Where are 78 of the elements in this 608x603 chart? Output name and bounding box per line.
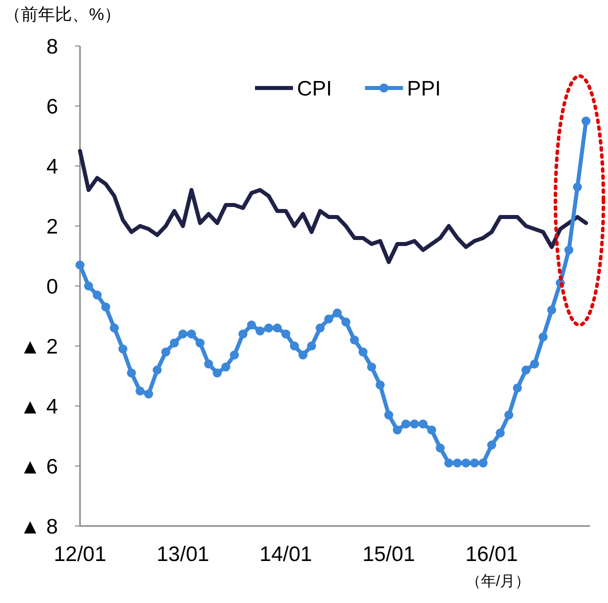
- point: [316, 324, 325, 332]
- point: [376, 380, 385, 390]
- point: [196, 338, 205, 348]
- y-tick-label: 0: [46, 275, 58, 298]
- point: [392, 426, 402, 434]
- y-tick-label: ▲ 6: [20, 455, 58, 478]
- point: [530, 360, 540, 368]
- point: [538, 332, 548, 342]
- point: [418, 420, 428, 428]
- line-series: [78, 149, 588, 264]
- y-tick-label: 4: [46, 155, 58, 178]
- point: [204, 360, 214, 368]
- point: [367, 362, 376, 372]
- point: [332, 308, 342, 318]
- point: [126, 368, 136, 378]
- point: [238, 330, 248, 338]
- x-tick-label: 14/01: [260, 543, 312, 566]
- point: [152, 366, 162, 374]
- point: [186, 330, 196, 338]
- y-tick-label: ▲ 4: [20, 395, 58, 418]
- point: [470, 458, 480, 468]
- point: [478, 458, 488, 468]
- point: [504, 410, 514, 420]
- point: [358, 348, 368, 356]
- point: [247, 320, 256, 330]
- point: [178, 330, 188, 338]
- point: [487, 440, 496, 450]
- y-tick-label: ▲ 8: [20, 515, 58, 538]
- point: [161, 348, 170, 356]
- point: [461, 458, 470, 468]
- point: [101, 302, 110, 312]
- point: [341, 318, 350, 326]
- point: [427, 426, 436, 434]
- point: [350, 336, 359, 344]
- legend-label: PPI: [407, 77, 441, 100]
- point: [564, 246, 574, 254]
- point: [307, 342, 316, 350]
- x-tick-label: 15/01: [362, 543, 416, 566]
- point: [272, 324, 282, 332]
- point: [281, 330, 290, 338]
- point: [436, 444, 445, 452]
- point: [118, 344, 128, 354]
- y-axis-title: （前年比、%）: [4, 5, 122, 24]
- point: [221, 362, 230, 372]
- y-tick-label: 8: [46, 35, 58, 58]
- x-axis-title: （年/月）: [466, 573, 530, 590]
- point: [136, 386, 145, 396]
- point: [170, 338, 179, 348]
- y-tick-label: ▲ 2: [20, 335, 58, 358]
- point: [144, 390, 154, 398]
- point: [290, 342, 299, 350]
- point: [512, 384, 522, 392]
- point: [401, 420, 410, 428]
- x-tick-label: 12/01: [54, 543, 106, 566]
- point: [92, 290, 102, 300]
- point: [572, 182, 582, 192]
- y-tick-label: 2: [46, 215, 58, 238]
- point: [496, 428, 505, 438]
- legend-label: CPI: [297, 77, 332, 100]
- point: [582, 116, 590, 126]
- point: [264, 324, 274, 332]
- point: [410, 420, 419, 428]
- point: [298, 350, 308, 360]
- y-tick-label: 6: [46, 95, 58, 118]
- point: [76, 260, 84, 270]
- point: [84, 282, 94, 290]
- point: [324, 314, 334, 324]
- point: [110, 324, 119, 332]
- point: [384, 410, 394, 420]
- x-tick-label: 13/01: [156, 543, 210, 566]
- point: [452, 458, 462, 468]
- x-tick-label: 16/01: [465, 543, 518, 566]
- point: [212, 368, 222, 378]
- point: [547, 306, 556, 314]
- point: [256, 326, 265, 336]
- point: [444, 458, 454, 468]
- point: [230, 350, 239, 360]
- point: [521, 366, 530, 374]
